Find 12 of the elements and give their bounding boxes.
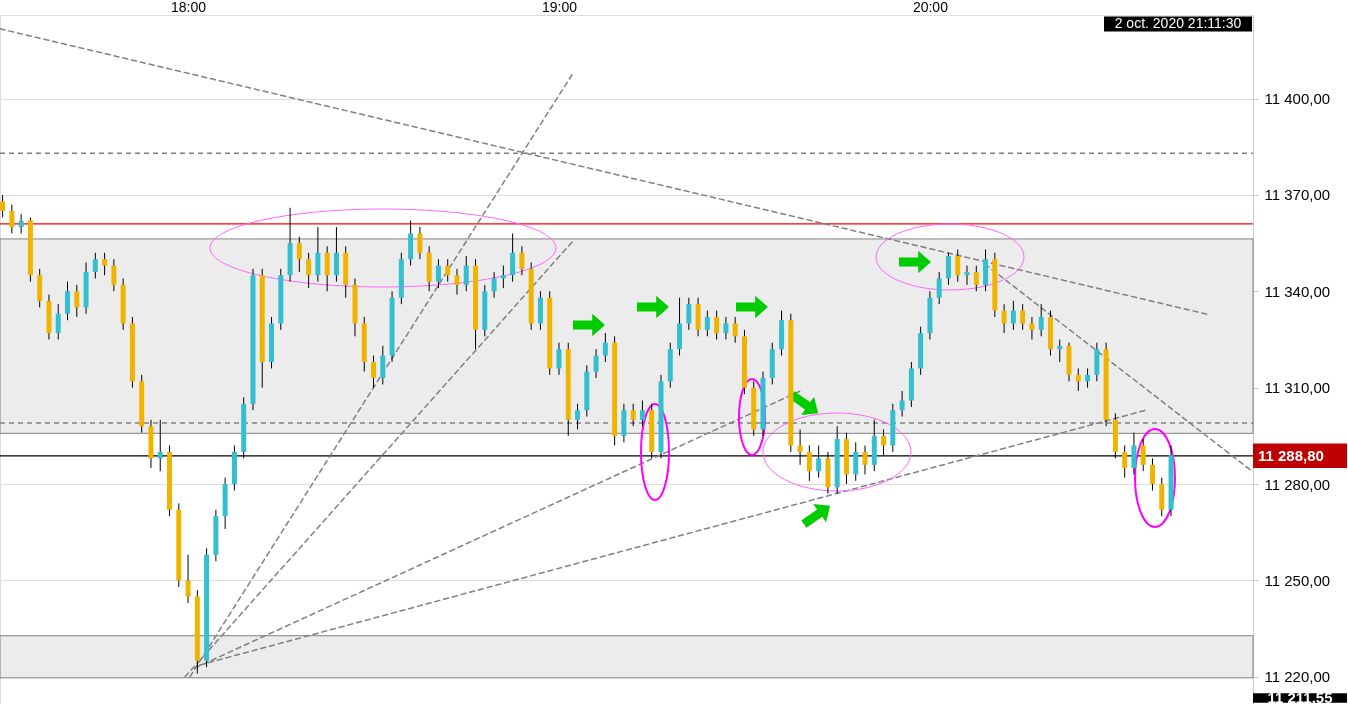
y-tick-label: 11 280,00	[1264, 475, 1331, 493]
x-tick-label: 18:00	[171, 0, 207, 15]
y-tick-label: 11 400,00	[1264, 90, 1331, 108]
annotation: 2 oct. 2020 21:11:30	[1114, 15, 1242, 31]
y-tick-label: 11 340,00	[1264, 282, 1331, 300]
x-tick-label: 20:00	[912, 0, 949, 15]
y-tick-label: 11 220,00	[1264, 668, 1331, 686]
y-tick-label: 11 310,00	[1264, 379, 1331, 397]
y-tick-label: 11 370,00	[1264, 186, 1331, 204]
ref-line-label: 11 288,80	[1258, 446, 1324, 464]
y-tick-label: 11 250,00	[1264, 571, 1331, 589]
x-tick-label: 19:00	[541, 0, 578, 15]
